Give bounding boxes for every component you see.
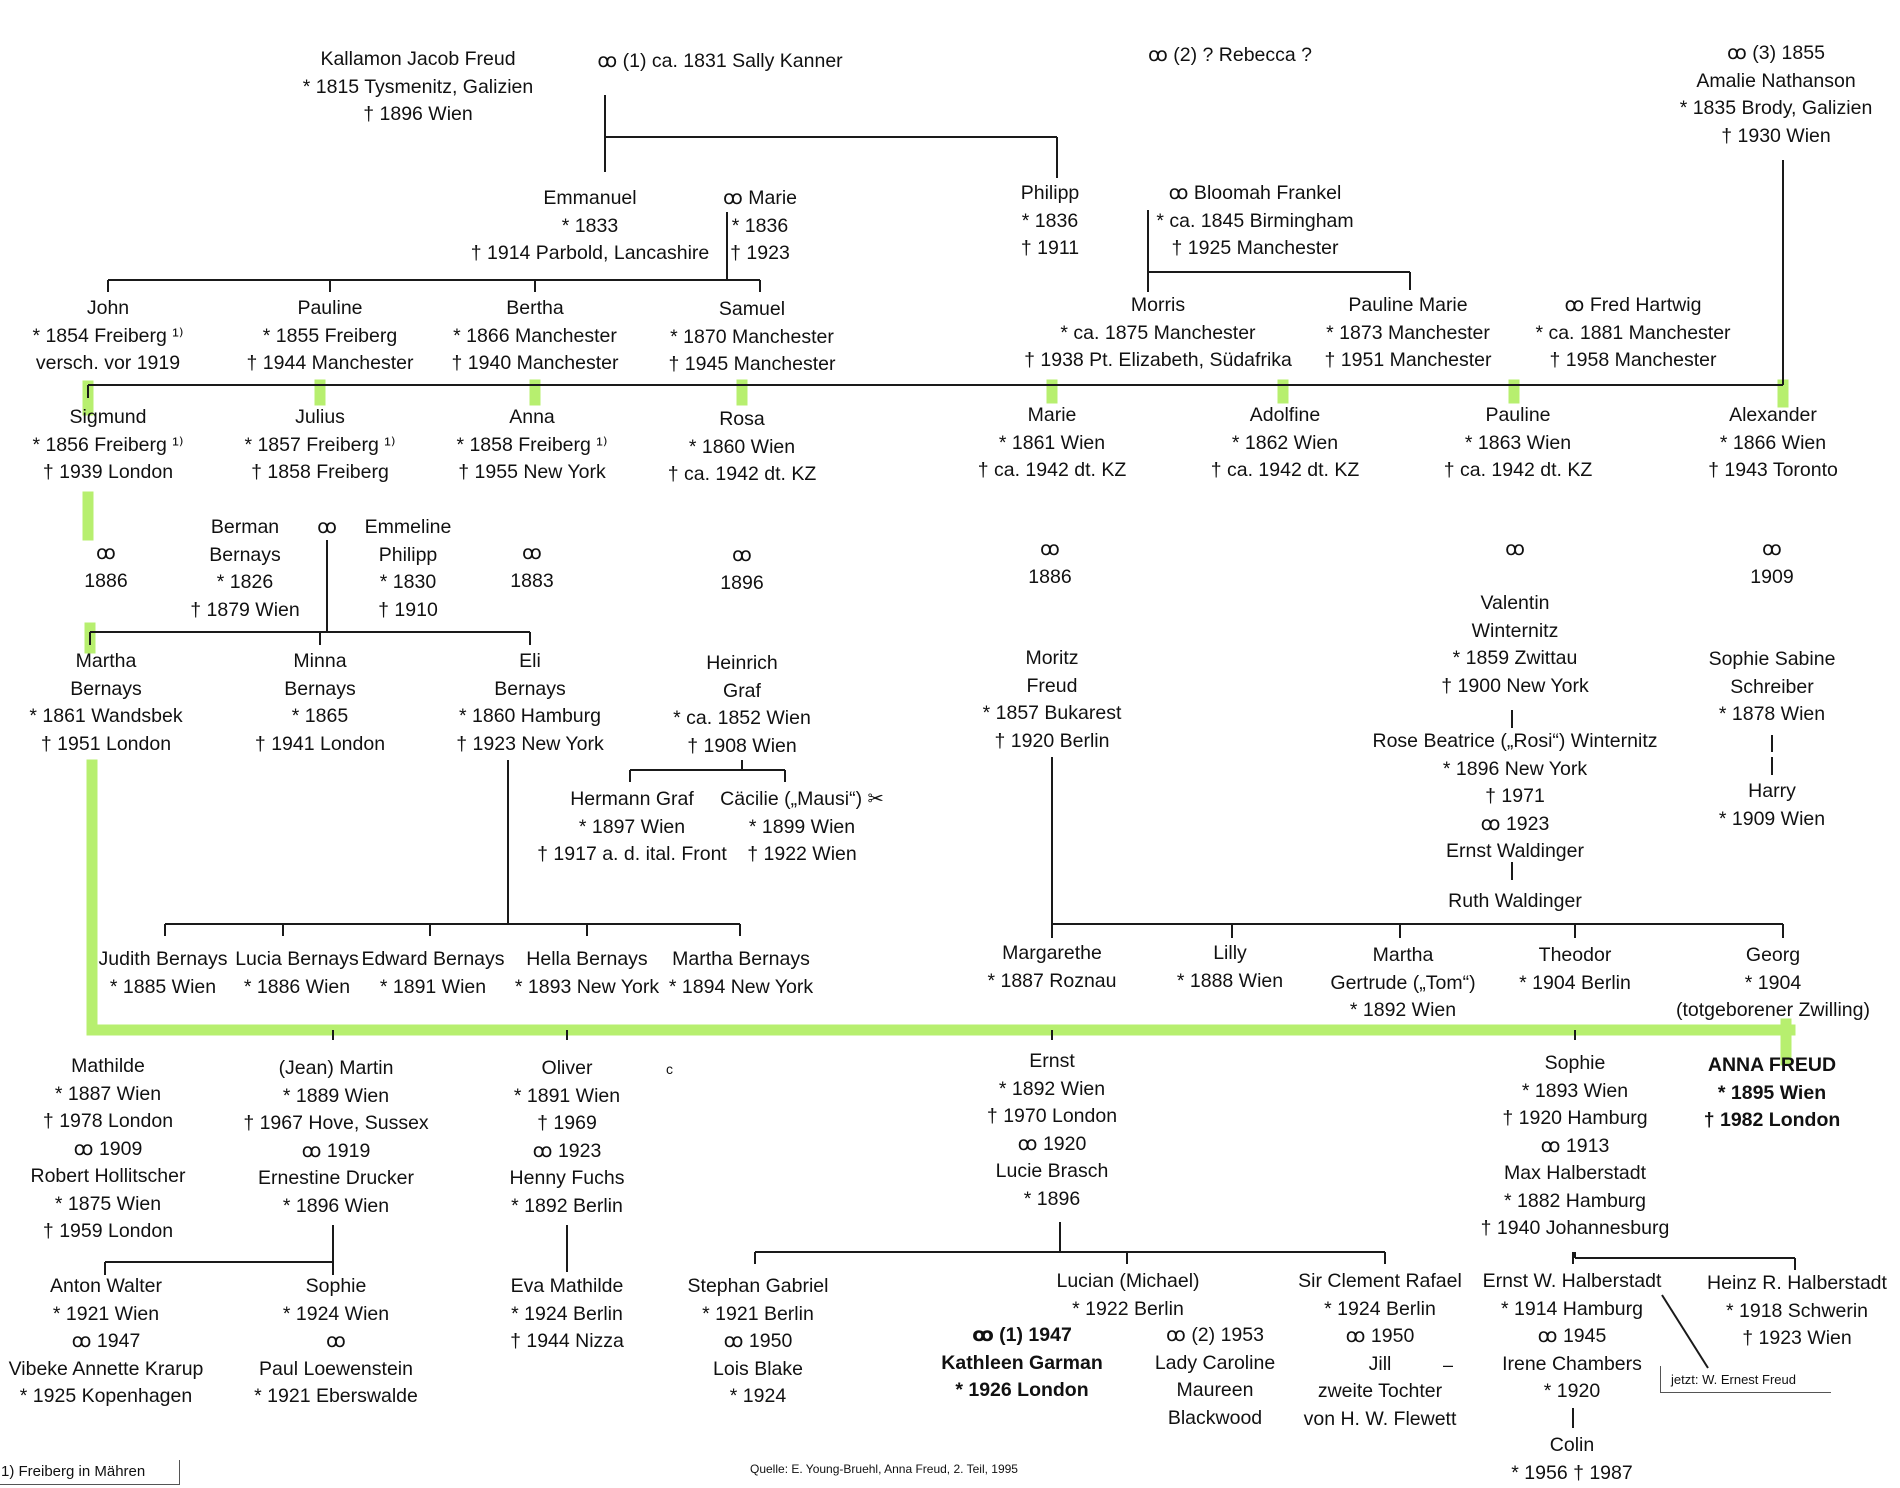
footnote-box: 1) Freiberg in Mähren bbox=[0, 1460, 180, 1485]
person-pauline: Pauline * 1863 Wien † ca. 1942 dt. KZ bbox=[1443, 404, 1593, 481]
person-samuel: Samuel * 1870 Manchester † 1945 Manchester bbox=[668, 298, 836, 375]
marriage-3-amalie: ꝏ (3) 1855 Amalie Nathanson * 1835 Brody, … bbox=[1679, 42, 1873, 147]
person-marie-emmanuel: ꝏ Marie * 1836 † 1923 bbox=[722, 187, 798, 264]
marriage-berman: ꝏ bbox=[317, 516, 337, 538]
person-oliver: Oliver * 1891 Wien † 1969 ꝏ 1923 Henny Fuchs… bbox=[509, 1057, 625, 1217]
person-anna-freud: ANNA FREUD * 1895 Wien † 1982 London bbox=[1703, 1054, 1841, 1131]
person-eva: Eva Mathilde * 1924 Berlin † 1944 Nizza bbox=[510, 1275, 624, 1352]
person-moritz: Moritz Freud * 1857 Bukarest † 1920 Berlin bbox=[982, 647, 1122, 752]
person-adolfine: Adolfine * 1862 Wien † ca. 1942 dt. KZ bbox=[1210, 404, 1360, 481]
person-sophie-sabine: Sophie Sabine Schreiber * 1878 Wien bbox=[1708, 648, 1836, 725]
person-fred-hartwig: ꝏ Fred Hartwig * ca. 1881 Manchester † 195… bbox=[1535, 294, 1731, 371]
person-pauline-marie: Pauline Marie * 1873 Manchester † 1951 Man… bbox=[1324, 294, 1492, 371]
person-martha: Martha Bernays * 1861 Wandsbek † 1951 Londo… bbox=[29, 650, 183, 755]
connector-lines bbox=[87, 95, 1796, 1428]
person-berman: Berman Bernays * 1826 † 1879 Wien bbox=[190, 516, 300, 621]
stray-c-mark: c bbox=[666, 1061, 673, 1077]
marriage-alexander: ꝏ 1909 bbox=[1750, 538, 1794, 588]
person-heinz: Heinz R. Halberstadt * 1918 Schwerin † 192… bbox=[1707, 1272, 1887, 1349]
person-harry: Harry * 1909 Wien bbox=[1718, 780, 1826, 830]
person-edward: Edward Bernays * 1891 Wien bbox=[361, 948, 505, 998]
marriage-pauline: ꝏ bbox=[1505, 538, 1525, 560]
highlight-path bbox=[82, 379, 1796, 1066]
person-bloomah: ꝏ Bloomah Frankel * ca. 1845 Birmingham † … bbox=[1156, 182, 1354, 259]
person-caecilie: Cäcilie („Mausi“) ✂ * 1899 Wien † 1922 Wie… bbox=[720, 788, 884, 865]
person-ruth: Ruth Waldinger bbox=[1448, 890, 1582, 912]
person-emmanuel: Emmanuel * 1833 † 1914 Parbold, Lancashire bbox=[470, 187, 710, 264]
person-ernst-halberstadt: Ernst W. Halberstadt * 1914 Hamburg ꝏ 1945… bbox=[1482, 1270, 1662, 1402]
person-georg: Georg * 1904 (totgeborener Zwilling) bbox=[1675, 944, 1871, 1021]
person-kallamon: Kallamon Jacob Freud * 1815 Tysmenitz, Ga… bbox=[302, 48, 534, 125]
person-margarethe: Margarethe * 1887 Roznau bbox=[987, 942, 1117, 992]
person-lilly: Lilly * 1888 Wien bbox=[1176, 942, 1284, 992]
person-rosi: Rose Beatrice („Rosi“) Winternitz * 1896 … bbox=[1372, 730, 1658, 862]
person-minna: Minna Bernays * 1865 † 1941 London bbox=[254, 650, 386, 755]
person-ernst: Ernst * 1892 Wien † 1970 London ꝏ 1920 Lucie… bbox=[986, 1050, 1118, 1210]
alias-note: jetzt: W. Ernest Freud bbox=[1671, 1372, 1796, 1387]
person-martha-tom: Martha Gertrude („Tom“) * 1892 Wien bbox=[1330, 944, 1476, 1021]
person-emmeline: Emmeline Philipp * 1830 † 1910 bbox=[364, 516, 452, 621]
person-pauline-e: Pauline * 1855 Freiberg † 1944 Manchester bbox=[246, 297, 414, 374]
marriage-1-sally: ꝏ (1) ca. 1831 Sally Kanner bbox=[597, 50, 843, 72]
marriage-rosa: ꝏ 1896 bbox=[720, 544, 764, 594]
person-judith: Judith Bernays * 1885 Wien bbox=[98, 948, 228, 998]
dash-mark: – bbox=[1443, 1355, 1454, 1375]
person-alexander: Alexander * 1866 Wien † 1943 Toronto bbox=[1708, 404, 1838, 481]
person-lucia: Lucia Bernays * 1886 Wien bbox=[235, 948, 359, 998]
person-eli: Eli Bernays * 1860 Hamburg † 1923 New York bbox=[456, 650, 604, 755]
person-anton: Anton Walter * 1921 Wien ꝏ 1947 Vibeke Anne… bbox=[8, 1275, 204, 1407]
person-martin: (Jean) Martin * 1889 Wien † 1967 Hove, Sus… bbox=[243, 1057, 429, 1217]
marriage-2-rebecca: ꝏ (2) ? Rebecca ? bbox=[1147, 44, 1313, 66]
person-colin: Colin * 1956 † 1987 bbox=[1511, 1434, 1633, 1484]
person-hella: Hella Bernays * 1893 New York bbox=[514, 948, 660, 998]
person-mathilde: Mathilde * 1887 Wien † 1978 London ꝏ 1909 Ro… bbox=[30, 1055, 186, 1242]
person-morris: Morris * ca. 1875 Manchester † 1938 Pt. El… bbox=[1024, 294, 1292, 371]
person-theodor: Theodor * 1904 Berlin bbox=[1519, 944, 1631, 994]
person-valentin: Valentin Winternitz * 1859 Zwittau † 1900 N… bbox=[1441, 592, 1589, 697]
person-stephan: Stephan Gabriel * 1921 Berlin ꝏ 1950 Lois B… bbox=[687, 1275, 829, 1407]
person-sigmund: Sigmund * 1856 Freiberg ¹⁾ † 1939 London bbox=[32, 406, 184, 483]
person-marie: Marie * 1861 Wien † ca. 1942 dt. KZ bbox=[977, 404, 1127, 481]
person-lucian: Lucian (Michael) * 1922 Berlin bbox=[1056, 1270, 1200, 1320]
marriage-marie: ꝏ 1886 bbox=[1028, 538, 1072, 588]
person-caroline: ꝏ (2) 1953 Lady Caroline Maureen Blackwood bbox=[1154, 1324, 1276, 1429]
person-sophie: Sophie * 1893 Wien † 1920 Hamburg ꝏ 1913 Max… bbox=[1480, 1052, 1670, 1239]
marriage-sigmund: ꝏ 1886 bbox=[84, 542, 128, 592]
person-john: John * 1854 Freiberg ¹⁾ versch. vor 1919 bbox=[32, 297, 184, 374]
person-martha-b: Martha Bernays * 1894 New York bbox=[668, 948, 814, 998]
alias-note-box: jetzt: W. Ernest Freud bbox=[1660, 1366, 1831, 1393]
footnote: 1) Freiberg in Mähren bbox=[1, 1463, 146, 1480]
person-anna: Anna * 1858 Freiberg ¹⁾ † 1955 New York bbox=[456, 406, 608, 483]
person-bertha: Bertha * 1866 Manchester † 1940 Manchester bbox=[451, 297, 619, 374]
person-julius: Julius * 1857 Freiberg ¹⁾ † 1858 Freiberg bbox=[244, 406, 396, 483]
person-kathleen: ꝏ (1) 1947 Kathleen Garman * 1926 London bbox=[941, 1324, 1103, 1401]
person-rosa: Rosa * 1860 Wien † ca. 1942 dt. KZ bbox=[667, 408, 817, 485]
source-credit: Quelle: E. Young-Bruehl, Anna Freud, 2. … bbox=[750, 1462, 1018, 1476]
person-heinrich: Heinrich Graf * ca. 1852 Wien † 1908 Wien bbox=[673, 652, 811, 757]
person-sophie-martin: Sophie * 1924 Wien ꝏ Paul Loewenstein * 1921… bbox=[254, 1275, 418, 1407]
person-philipp: Philipp * 1836 † 1911 bbox=[1020, 182, 1080, 259]
person-hermann: Hermann Graf * 1897 Wien † 1917 a. d. ital… bbox=[537, 788, 727, 865]
marriage-anna: ꝏ 1883 bbox=[510, 542, 554, 592]
person-clement: Sir Clement Rafael * 1924 Berlin ꝏ 1950 Jil… bbox=[1298, 1270, 1462, 1430]
